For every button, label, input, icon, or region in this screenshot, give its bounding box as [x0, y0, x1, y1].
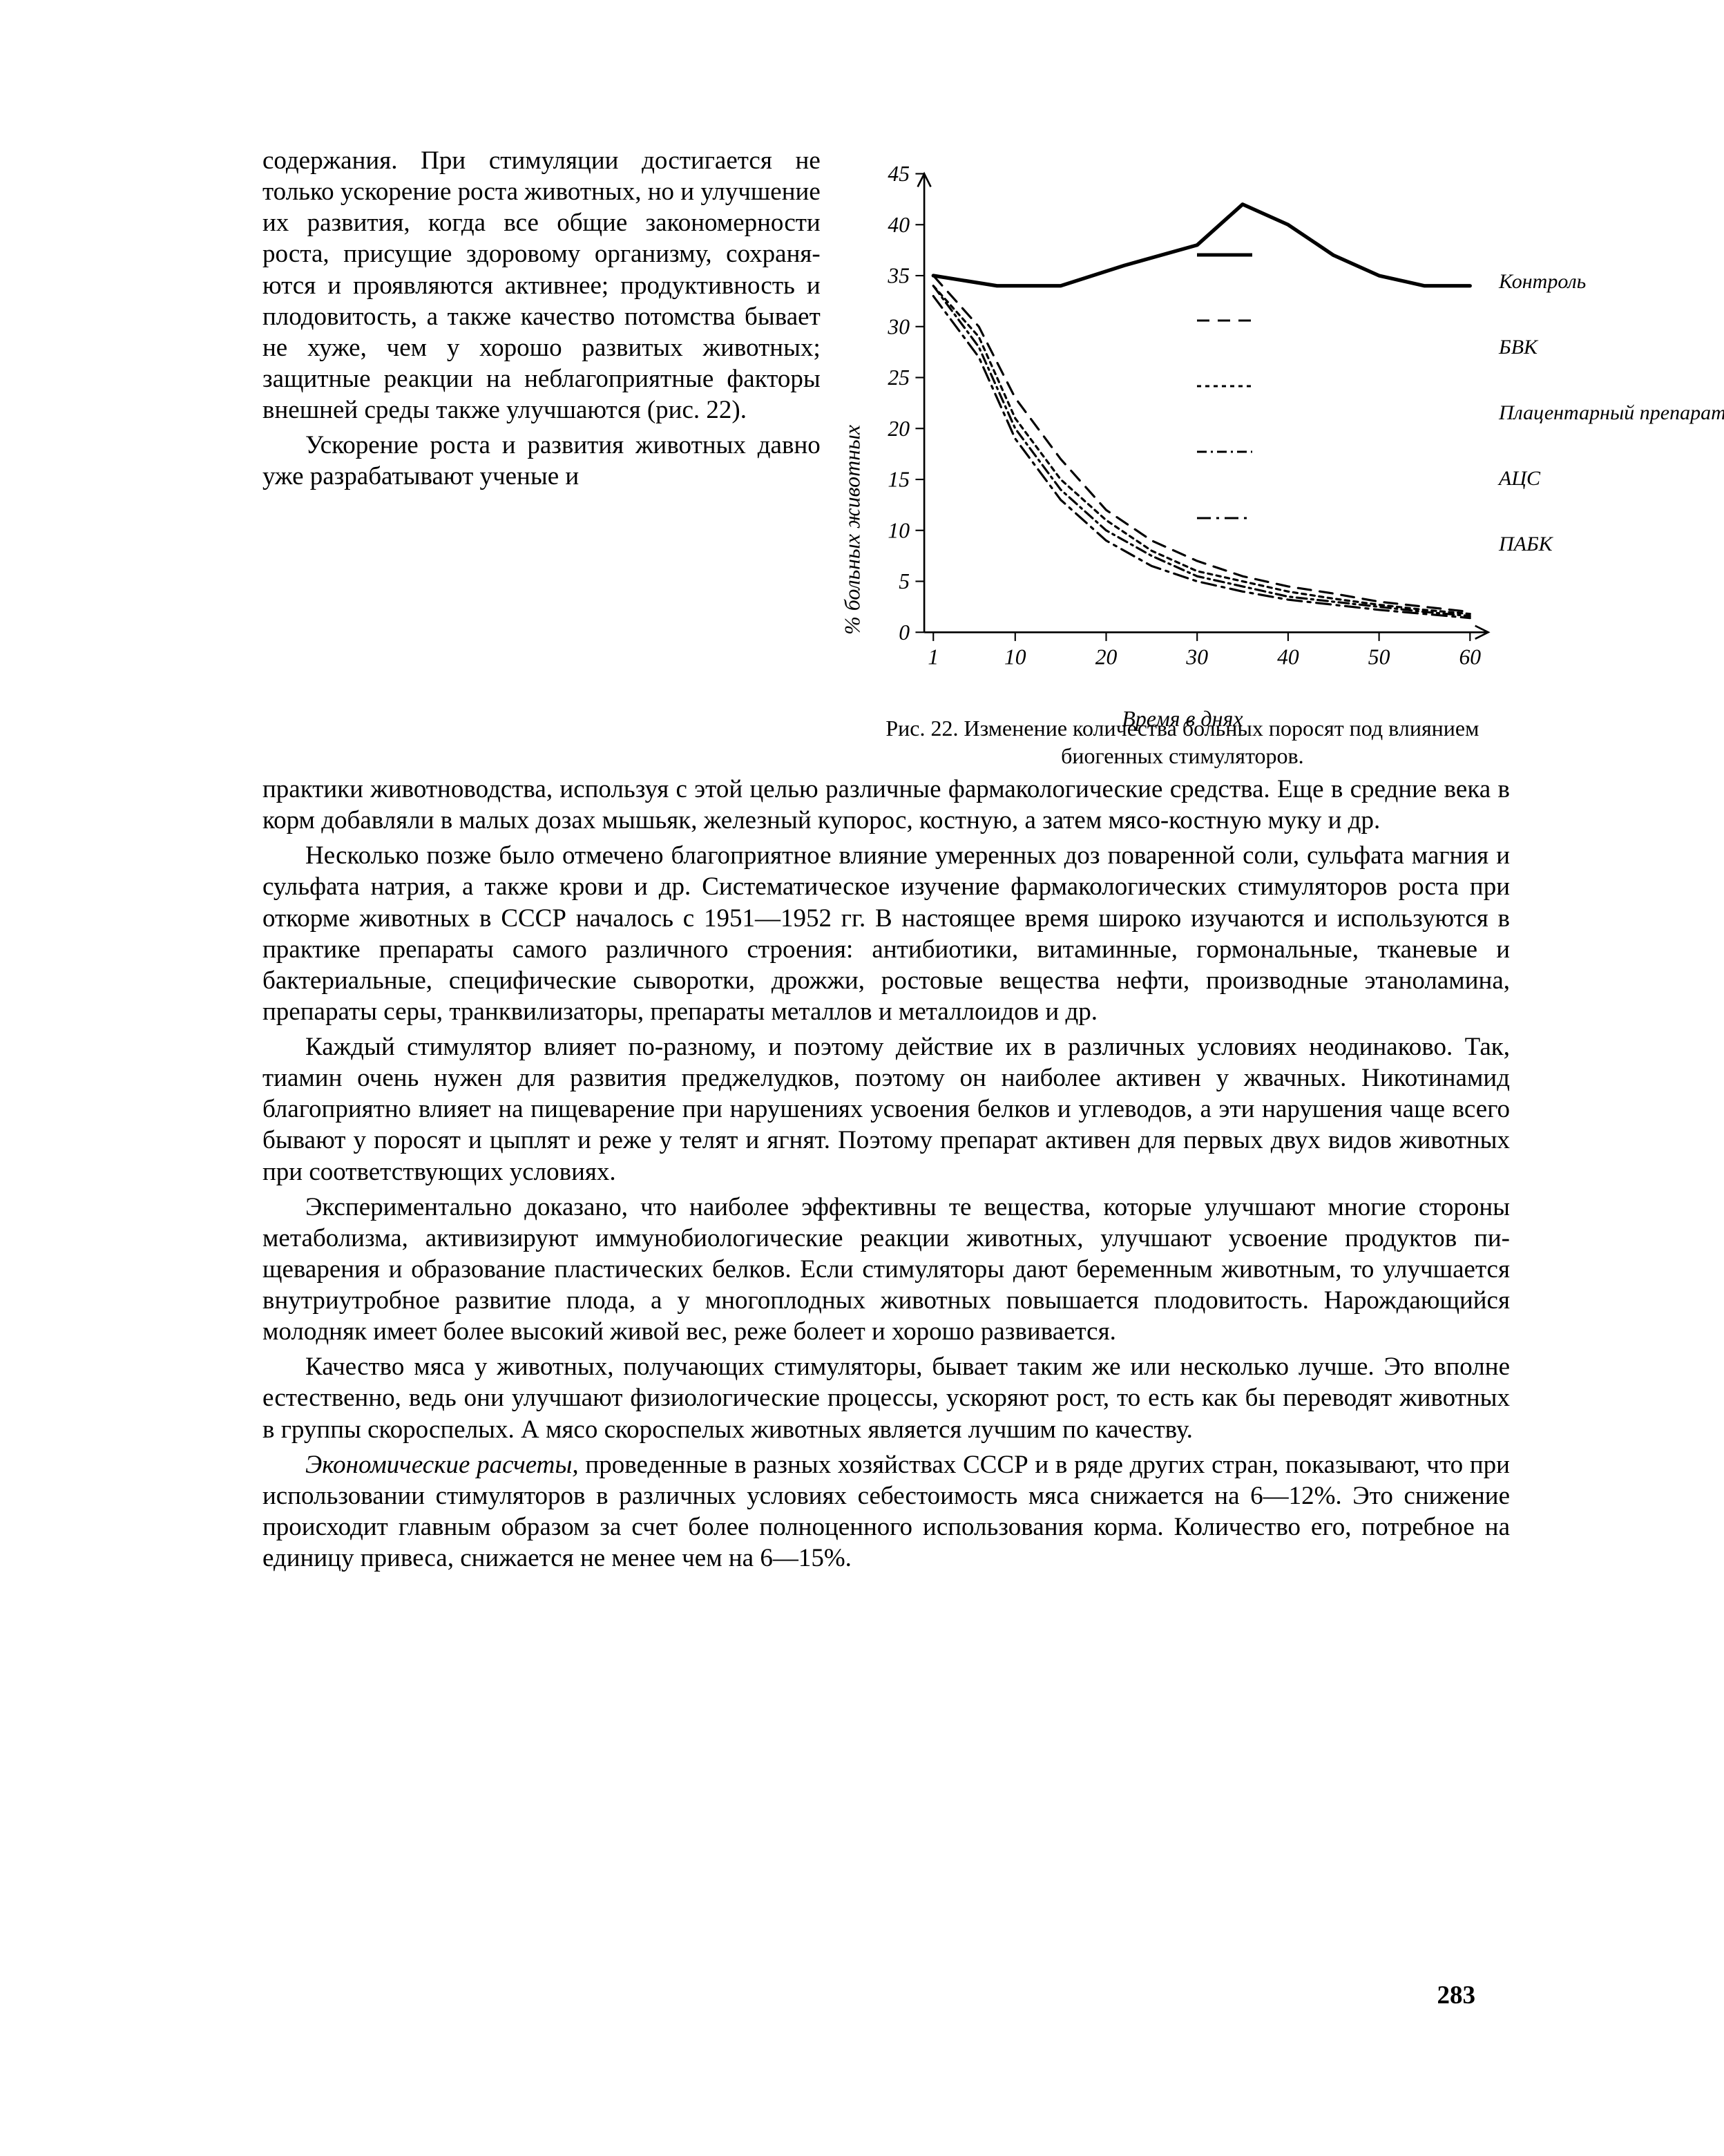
svg-text:50: 50 [1368, 645, 1390, 669]
chart-legend: КонтрольБВКПлацентарный препаратАЦСПАБК [1197, 249, 1489, 578]
left-text-column: содержания. При стимуля­ции достигается … [262, 145, 821, 496]
legend-label: БВК [1499, 333, 1538, 362]
paragraph: Каждый стимулятор влияет по-разному, и п… [262, 1031, 1510, 1187]
legend-item: БВК [1197, 314, 1489, 380]
legend-label: Плацентарный препарат [1499, 399, 1724, 428]
svg-text:60: 60 [1459, 645, 1481, 669]
paragraph: практики животноводства, используя с это… [262, 774, 1510, 836]
svg-text:40: 40 [888, 213, 910, 237]
paragraph: Несколько позже было отмечено благоприят… [262, 840, 1510, 1027]
legend-item: АЦС [1197, 446, 1489, 511]
legend-label: АЦС [1499, 464, 1540, 493]
figure-column: % больных животных 051015202530354045110… [855, 145, 1510, 770]
legend-item: ПАБК [1197, 512, 1489, 578]
svg-text:1: 1 [928, 645, 939, 669]
svg-text:20: 20 [1095, 645, 1117, 669]
y-axis-label: % больных животных [839, 425, 865, 635]
svg-text:10: 10 [888, 518, 910, 542]
paragraph: Ускорение роста и раз­вития животных дав… [262, 430, 821, 492]
figure-22-chart: % больных животных 051015202530354045110… [855, 152, 1510, 698]
svg-text:15: 15 [888, 468, 910, 492]
page: содержания. При стимуля­ции достигается … [0, 0, 1724, 2156]
svg-text:30: 30 [887, 314, 910, 338]
paragraph: Экспериментально доказано, что наиболее … [262, 1192, 1510, 1348]
paragraph: Качество мяса у животных, получающих сти… [262, 1351, 1510, 1444]
run-in-italic: Экономические расчеты, [305, 1451, 579, 1479]
svg-text:0: 0 [899, 620, 910, 645]
svg-text:25: 25 [888, 365, 910, 390]
svg-text:35: 35 [887, 264, 910, 288]
svg-text:30: 30 [1185, 645, 1208, 669]
x-axis-label: Время в днях [1122, 705, 1243, 732]
svg-text:20: 20 [888, 417, 910, 441]
top-two-column: содержания. При стимуля­ции достигается … [262, 145, 1510, 770]
svg-text:5: 5 [899, 569, 910, 593]
legend-label: ПАБК [1499, 530, 1553, 559]
legend-item: Плацентарный препарат [1197, 380, 1489, 446]
legend-label: Контроль [1499, 267, 1586, 296]
legend-item: Контроль [1197, 249, 1489, 314]
page-number: 283 [1437, 1980, 1476, 2011]
svg-text:45: 45 [888, 162, 910, 186]
paragraph: содержания. При стимуля­ции достигается … [262, 145, 821, 426]
paragraph: Экономические расчеты, проведенные в раз… [262, 1449, 1510, 1574]
svg-text:40: 40 [1277, 645, 1299, 669]
svg-text:10: 10 [1004, 645, 1026, 669]
